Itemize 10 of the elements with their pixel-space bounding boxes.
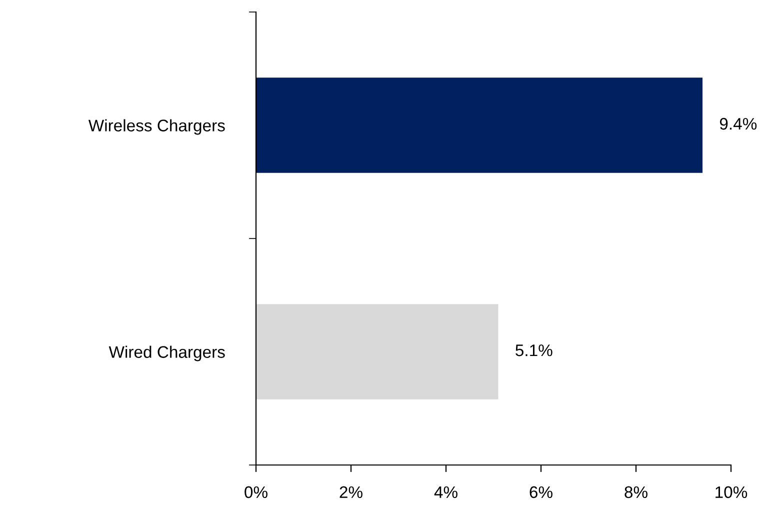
x-tick-label: 6% bbox=[530, 486, 552, 498]
y-tick-label: Wireless Chargers bbox=[88, 119, 225, 135]
x-tick-label: 2% bbox=[340, 486, 362, 498]
y-tick-label: Wired Chargers bbox=[108, 346, 225, 362]
x-tick-label: 4% bbox=[434, 486, 458, 498]
x-tick-label: 0% bbox=[244, 486, 268, 498]
data-label: 5.1% bbox=[516, 344, 552, 356]
x-tick-label: 10% bbox=[716, 486, 748, 498]
x-tick-label: 8% bbox=[624, 486, 648, 498]
data-label: 9.4% bbox=[720, 118, 757, 130]
